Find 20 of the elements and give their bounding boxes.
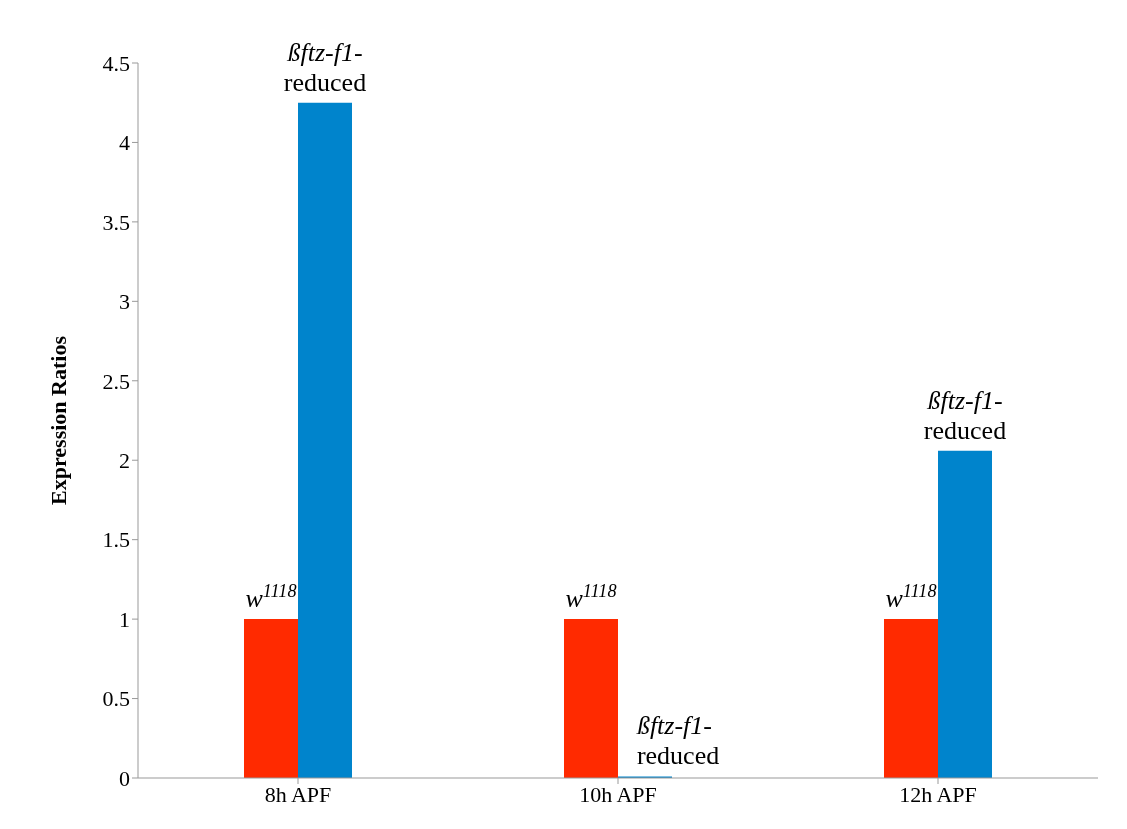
annotation: w$^{1118}$: [885, 581, 937, 614]
annotation: ßftz-f1- reduced: [635, 711, 720, 771]
annotation: ßftz-f1- reduced: [283, 37, 367, 97]
y-tick-label: 1: [119, 606, 130, 632]
annotation: w$^{1118}$: [565, 581, 617, 614]
y-axis-title: Expression Ratios: [45, 335, 71, 505]
x-tick-label: 12h APF: [899, 781, 977, 807]
y-tick-label: 0.5: [102, 686, 130, 712]
y-tick-label: 4.5: [102, 50, 130, 76]
x-tick-label: 8h APF: [264, 781, 332, 807]
y-tick-label: 2.5: [102, 368, 130, 394]
x-tick-label: 10h APF: [579, 781, 657, 807]
y-tick-label: 3: [119, 289, 130, 315]
y-tick-label: 4: [119, 130, 130, 156]
y-tick-label: 0: [119, 765, 130, 791]
annotation: ßftz-f1- reduced: [923, 385, 1007, 445]
y-tick-label: 2: [119, 448, 130, 474]
annotation: w$^{1118}$: [245, 581, 297, 614]
y-tick-label: 3.5: [102, 209, 130, 235]
y-tick-label: 1.5: [102, 527, 130, 553]
